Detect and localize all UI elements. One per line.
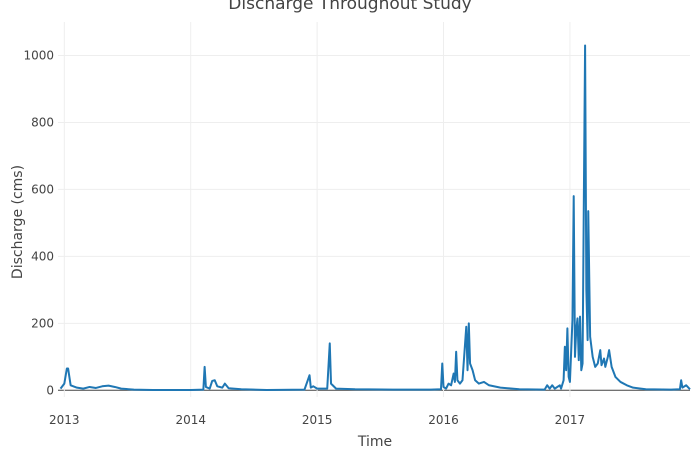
y-axis-title: Discharge (cms) bbox=[10, 165, 26, 279]
x-tick-label: 2016 bbox=[428, 413, 459, 427]
x-tick-label: 2013 bbox=[49, 413, 80, 427]
y-tick-label: 800 bbox=[31, 115, 54, 129]
y-tick-label: 200 bbox=[31, 316, 54, 330]
y-tick-label: 400 bbox=[31, 249, 54, 263]
y-tick-label: 0 bbox=[46, 383, 54, 397]
chart-title: Discharge Throughout Study bbox=[228, 0, 471, 14]
x-tick-label: 2017 bbox=[555, 413, 586, 427]
y-tick-label: 1000 bbox=[23, 48, 54, 62]
line bbox=[59, 44, 691, 391]
y-tick-label: 600 bbox=[31, 182, 54, 196]
x-tick-label: 2014 bbox=[175, 413, 206, 427]
x-tick-label: 2015 bbox=[302, 413, 333, 427]
x-axis-title: Time bbox=[357, 434, 392, 450]
